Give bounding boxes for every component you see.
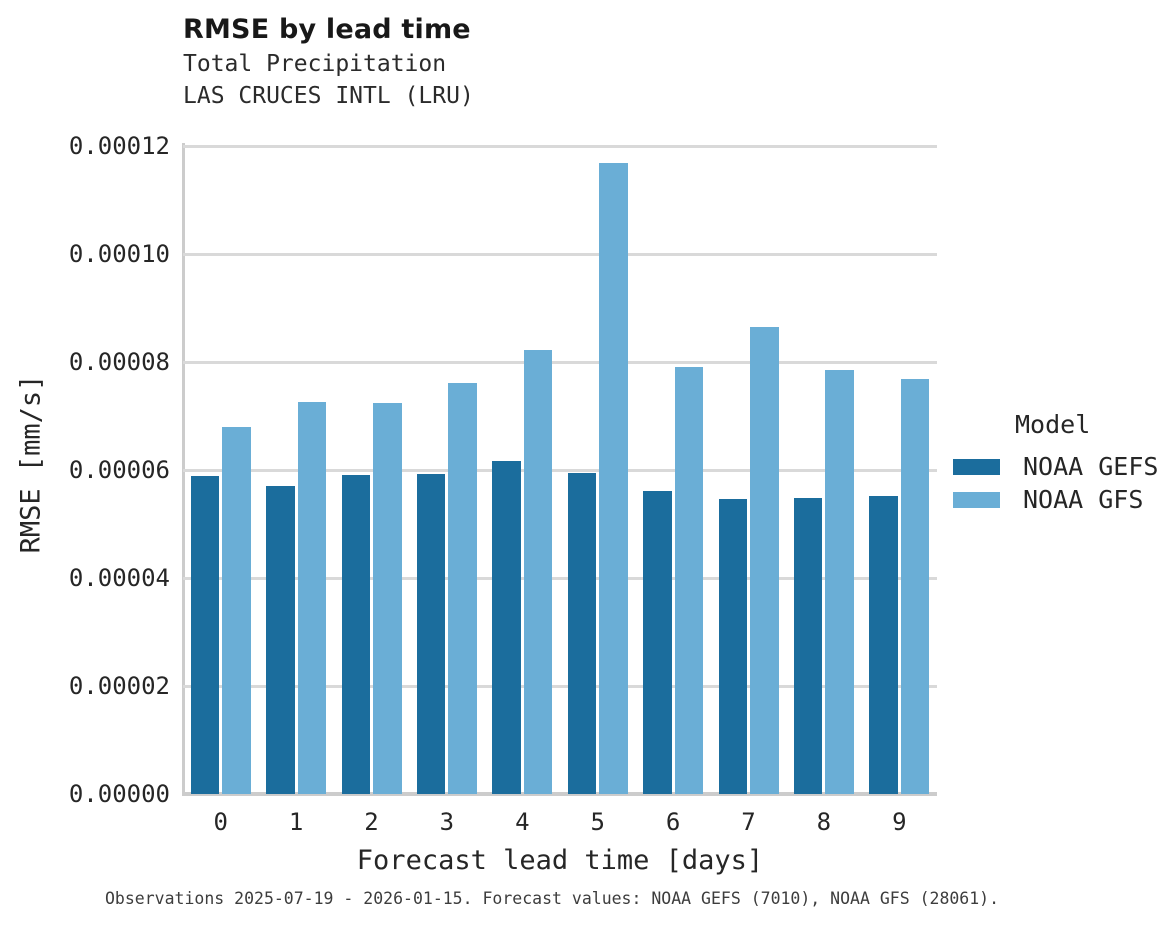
y-tick-label-0.00006: 0.00006	[68, 456, 170, 484]
bar-noaa-gfs-lead-0	[222, 426, 251, 794]
caption: Observations 2025-07-19 - 2026-01-15. Fo…	[105, 889, 1000, 908]
bar-noaa-gfs-lead-8	[825, 370, 854, 794]
legend-label-gfs: NOAA GFS	[1023, 485, 1144, 514]
bar-noaa-gefs-lead-0	[190, 475, 220, 794]
bar-noaa-gfs-lead-6	[674, 366, 704, 794]
bar-noaa-gefs-lead-3	[416, 473, 446, 794]
gfs-swatch-icon	[953, 491, 1000, 508]
x-tick-label-5: 5	[590, 808, 605, 836]
bar-noaa-gfs-lead-7	[750, 326, 779, 794]
x-tick-label-1: 1	[288, 808, 304, 836]
x-tick-label-2: 2	[364, 808, 379, 836]
bar-noaa-gefs-lead-8	[793, 497, 823, 794]
gridline-y-0.00010	[183, 252, 937, 256]
gefs-swatch-icon	[953, 458, 1000, 475]
y-tick-label-0.00000: 0.00000	[68, 780, 170, 808]
x-tick-label-0: 0	[213, 808, 228, 836]
chart-title: RMSE by lead time	[183, 14, 471, 45]
x-tick-label-4: 4	[515, 808, 530, 836]
x-tick-label-3: 3	[439, 808, 455, 836]
x-tick-label-6: 6	[665, 808, 681, 836]
gridline-y-0.00006	[183, 468, 937, 472]
x-tick-label-8: 8	[816, 808, 832, 836]
bar-noaa-gfs-lead-5	[599, 162, 628, 794]
bar-noaa-gefs-lead-6	[643, 491, 672, 794]
bar-noaa-gfs-lead-3	[448, 382, 477, 794]
x-tick-label-9: 9	[892, 808, 907, 836]
gridline-y-0.00012	[183, 144, 937, 148]
bar-noaa-gfs-lead-2	[373, 403, 402, 794]
bar-noaa-gfs-lead-4	[523, 350, 553, 794]
bar-noaa-gfs-lead-9	[900, 378, 930, 794]
chart-subtitle-station: LAS CRUCES INTL (LRU)	[183, 83, 474, 109]
legend-item-noaa-gefs: NOAA GEFS	[953, 450, 1168, 483]
chart-subtitle-variable: Total Precipitation	[183, 51, 447, 77]
y-tick-label-0.00004: 0.00004	[68, 564, 170, 592]
y-tick-label-0.00008: 0.00008	[68, 348, 170, 376]
y-tick-label-0.00010: 0.00010	[68, 240, 170, 268]
bar-noaa-gefs-lead-7	[718, 498, 747, 794]
gridline-y-0.00002	[183, 684, 937, 688]
bar-noaa-gefs-lead-5	[567, 473, 597, 794]
y-tick-label-0.00012: 0.00012	[68, 132, 170, 160]
legend-item-noaa-gfs: NOAA GFS	[953, 483, 1168, 516]
x-tick-label-7: 7	[741, 808, 756, 836]
bar-noaa-gefs-lead-9	[869, 496, 898, 794]
legend-title: Model	[1015, 410, 1091, 439]
legend: Model NOAA GEFS NOAA GFS	[953, 410, 1168, 516]
bar-noaa-gefs-lead-2	[341, 474, 370, 794]
gridline-y-0.00008	[183, 360, 937, 364]
bar-noaa-gefs-lead-1	[266, 486, 295, 794]
legend-label-gefs: NOAA GEFS	[1023, 452, 1159, 481]
bar-noaa-gefs-lead-4	[492, 460, 521, 794]
gridline-y-0.00004	[183, 576, 937, 580]
plot-area	[182, 134, 937, 796]
x-axis-label: Forecast lead time [days]	[356, 845, 764, 876]
y-tick-label-0.00002: 0.00002	[68, 672, 170, 700]
bar-noaa-gfs-lead-1	[297, 401, 327, 794]
x-axis-spine	[182, 792, 937, 796]
